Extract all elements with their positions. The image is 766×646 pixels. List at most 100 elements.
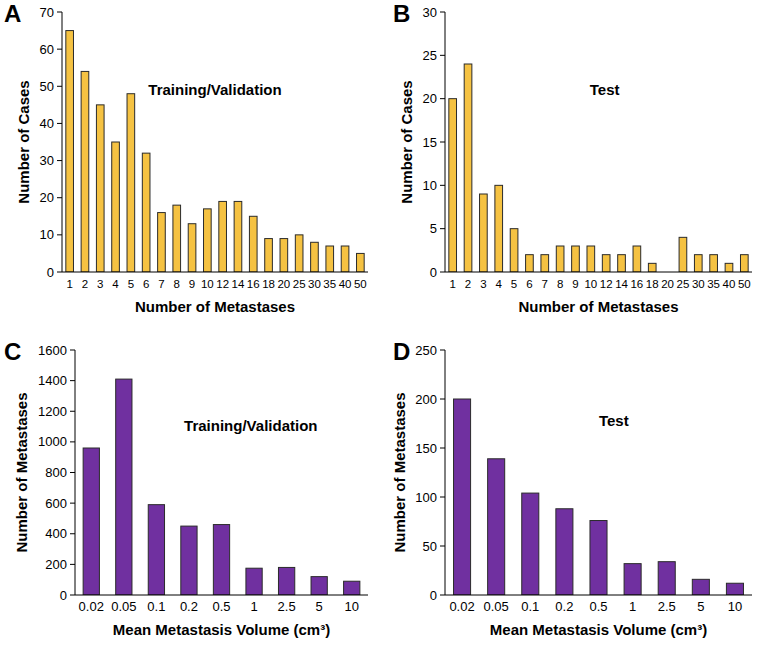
y-tick-label: 0 — [60, 588, 67, 603]
y-tick — [440, 185, 445, 186]
bar — [265, 239, 273, 272]
y-tick-label: 1000 — [38, 434, 67, 449]
bar — [96, 105, 104, 272]
y-tick — [57, 49, 62, 50]
bar — [488, 459, 505, 595]
x-tick-label: 7 — [542, 278, 548, 290]
bar — [341, 246, 349, 272]
y-tick-label: 20 — [423, 91, 437, 106]
x-tick-label: 2.5 — [278, 599, 296, 614]
x-tick-label: 14 — [232, 278, 245, 290]
x-tick-label: 30 — [308, 278, 321, 290]
y-tick-label: 150 — [415, 441, 437, 456]
bars — [83, 379, 360, 595]
bar — [449, 99, 457, 272]
bar — [181, 526, 197, 595]
bars — [66, 31, 364, 272]
bar — [83, 448, 99, 595]
x-tick-label: 2.5 — [658, 599, 676, 614]
x-tick-label: 0.1 — [147, 599, 165, 614]
bars — [454, 399, 744, 595]
x-tick-label: 25 — [677, 278, 690, 290]
bar — [66, 31, 74, 272]
y-tick — [440, 98, 445, 99]
x-tick-label: 25 — [293, 278, 306, 290]
chart-panel: C020040060080010001200140016000.020.050.… — [4, 338, 368, 638]
y-tick — [440, 142, 445, 143]
bars — [449, 64, 748, 272]
bar — [311, 577, 327, 595]
bar — [526, 255, 534, 272]
bar — [694, 255, 702, 272]
y-tick-label: 200 — [45, 557, 67, 572]
x-tick-label: 2 — [82, 278, 88, 290]
x-axis-line — [445, 272, 752, 273]
chart-panel: D0501001502002500.020.050.10.20.512.5510… — [391, 338, 753, 638]
y-tick — [70, 595, 75, 596]
x-tick-label: 5 — [128, 278, 134, 290]
y-axis-label: Number of Cases — [15, 80, 32, 203]
x-tick-label: 0.5 — [589, 599, 607, 614]
x-tick-label: 30 — [692, 278, 705, 290]
y-tick-label: 60 — [40, 42, 54, 57]
x-tick-label: 12 — [600, 278, 613, 290]
bar — [142, 153, 150, 272]
x-axis-label: Number of Metastases — [518, 298, 678, 315]
x-tick-label: 40 — [339, 278, 352, 290]
bar — [572, 246, 580, 272]
x-tick-label: 6 — [526, 278, 532, 290]
x-axis-line — [445, 595, 752, 596]
y-tick-label: 30 — [423, 5, 437, 20]
bar — [127, 94, 135, 272]
bar — [556, 246, 564, 272]
y-tick — [440, 448, 445, 449]
y-tick — [440, 55, 445, 56]
x-tick-label: 35 — [707, 278, 720, 290]
y-tick-label: 1200 — [38, 404, 67, 419]
bar — [710, 255, 718, 272]
bar — [495, 185, 503, 272]
x-tick-label: 4 — [496, 278, 503, 290]
bar — [510, 229, 518, 272]
bar — [173, 205, 181, 272]
x-tick-label: 50 — [738, 278, 751, 290]
bar — [602, 255, 610, 272]
x-tick-label: 4 — [112, 278, 119, 290]
y-axis-label: Number of Metastases — [391, 392, 408, 552]
chart-panel: A010203040506070123456789101214161820253… — [4, 0, 368, 315]
y-tick — [70, 441, 75, 442]
y-tick-label: 0 — [430, 588, 437, 603]
x-tick-label: 18 — [262, 278, 275, 290]
y-axis-line — [62, 12, 63, 272]
bar — [311, 242, 319, 272]
x-tick-label: 10 — [728, 599, 742, 614]
x-tick-label: 16 — [247, 278, 260, 290]
bar — [148, 505, 164, 595]
y-tick-label: 400 — [45, 526, 67, 541]
bar — [658, 562, 675, 595]
y-tick-label: 100 — [415, 490, 437, 505]
x-tick-label: 10 — [344, 599, 358, 614]
bar — [587, 246, 595, 272]
y-tick — [440, 350, 445, 351]
x-tick-label: 1 — [250, 599, 257, 614]
figure: A010203040506070123456789101214161820253… — [0, 0, 766, 646]
bar — [246, 568, 262, 595]
y-tick — [70, 411, 75, 412]
panel-letter: D — [393, 338, 410, 365]
y-tick — [57, 197, 62, 198]
x-axis-label: Number of Metastases — [135, 298, 295, 315]
y-tick — [70, 350, 75, 351]
bar — [556, 509, 573, 595]
x-tick-label: 5 — [511, 278, 517, 290]
y-tick — [70, 564, 75, 565]
x-tick-label: 10 — [584, 278, 597, 290]
x-axis-line — [75, 595, 368, 596]
y-tick-label: 600 — [45, 496, 67, 511]
y-tick-label: 30 — [40, 153, 54, 168]
y-tick — [70, 472, 75, 473]
y-tick-label: 1600 — [38, 343, 67, 358]
bar — [522, 493, 539, 595]
x-tick-label: 1 — [66, 278, 72, 290]
y-tick — [57, 234, 62, 235]
